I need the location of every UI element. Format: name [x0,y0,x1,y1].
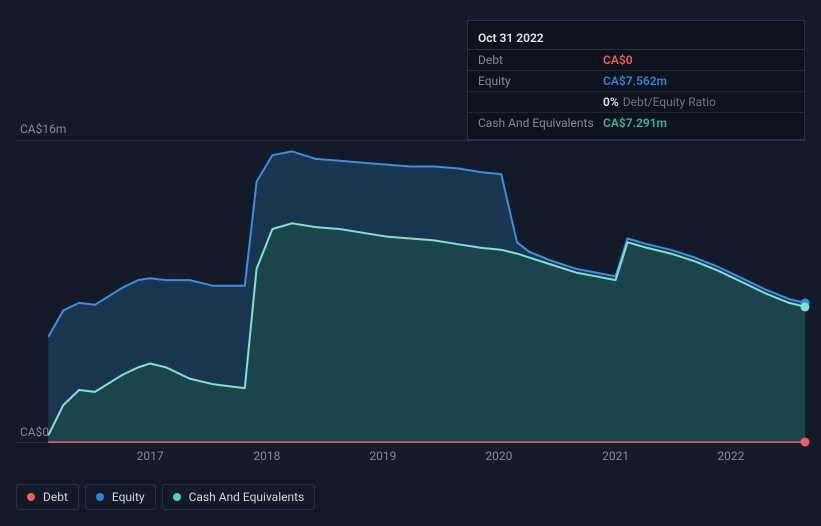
legend-item-cash-and-equivalents[interactable]: Cash And Equivalents [162,484,316,510]
chart-tooltip: Oct 31 2022 DebtCA$0EquityCA$7.562m0%Deb… [467,20,805,140]
tooltip-row-sub: Debt/Equity Ratio [623,95,716,109]
legend-item-equity[interactable]: Equity [85,484,156,510]
legend-label: Debt [43,490,68,504]
chart-container: Oct 31 2022 DebtCA$0EquityCA$7.562m0%Deb… [0,0,821,526]
x-axis-label: 2019 [369,449,396,463]
legend-dot-icon [173,493,181,501]
x-axis-label: 2021 [602,449,629,463]
tooltip-row: DebtCA$0 [468,50,804,71]
tooltip-date: Oct 31 2022 [468,27,804,50]
area-chart[interactable] [16,140,805,450]
y-axis-max-label: CA$16m [20,122,66,136]
series-end-marker-debt [801,438,810,447]
legend-dot-icon [27,493,35,501]
tooltip-row-value: CA$7.291m [603,116,667,130]
x-axis-label: 2020 [485,449,512,463]
legend-dot-icon [96,493,104,501]
legend-label: Cash And Equivalents [189,490,305,504]
x-axis-labels: 2017 2018 2019 2020 2021 2022 [16,449,805,465]
tooltip-row: EquityCA$7.562m [468,71,804,92]
tooltip-row-value: CA$0 [603,53,633,67]
tooltip-row-label: Cash And Equivalents [478,116,603,130]
legend-label: Equity [112,490,145,504]
tooltip-row-value: 0% [603,95,619,109]
tooltip-row: Cash And EquivalentsCA$7.291m [468,113,804,133]
x-axis-label: 2018 [253,449,280,463]
legend-item-debt[interactable]: Debt [16,484,79,510]
tooltip-row-label: Debt [478,53,603,67]
series-end-marker-cash-and-equivalents [801,302,810,311]
tooltip-row-value: CA$7.562m [603,74,667,88]
chart-legend: Debt Equity Cash And Equivalents [16,484,315,510]
tooltip-row-label: Equity [478,74,603,88]
x-axis-label: 2022 [717,449,744,463]
x-axis-label: 2017 [137,449,164,463]
tooltip-row: 0% Debt/Equity Ratio [468,92,804,113]
